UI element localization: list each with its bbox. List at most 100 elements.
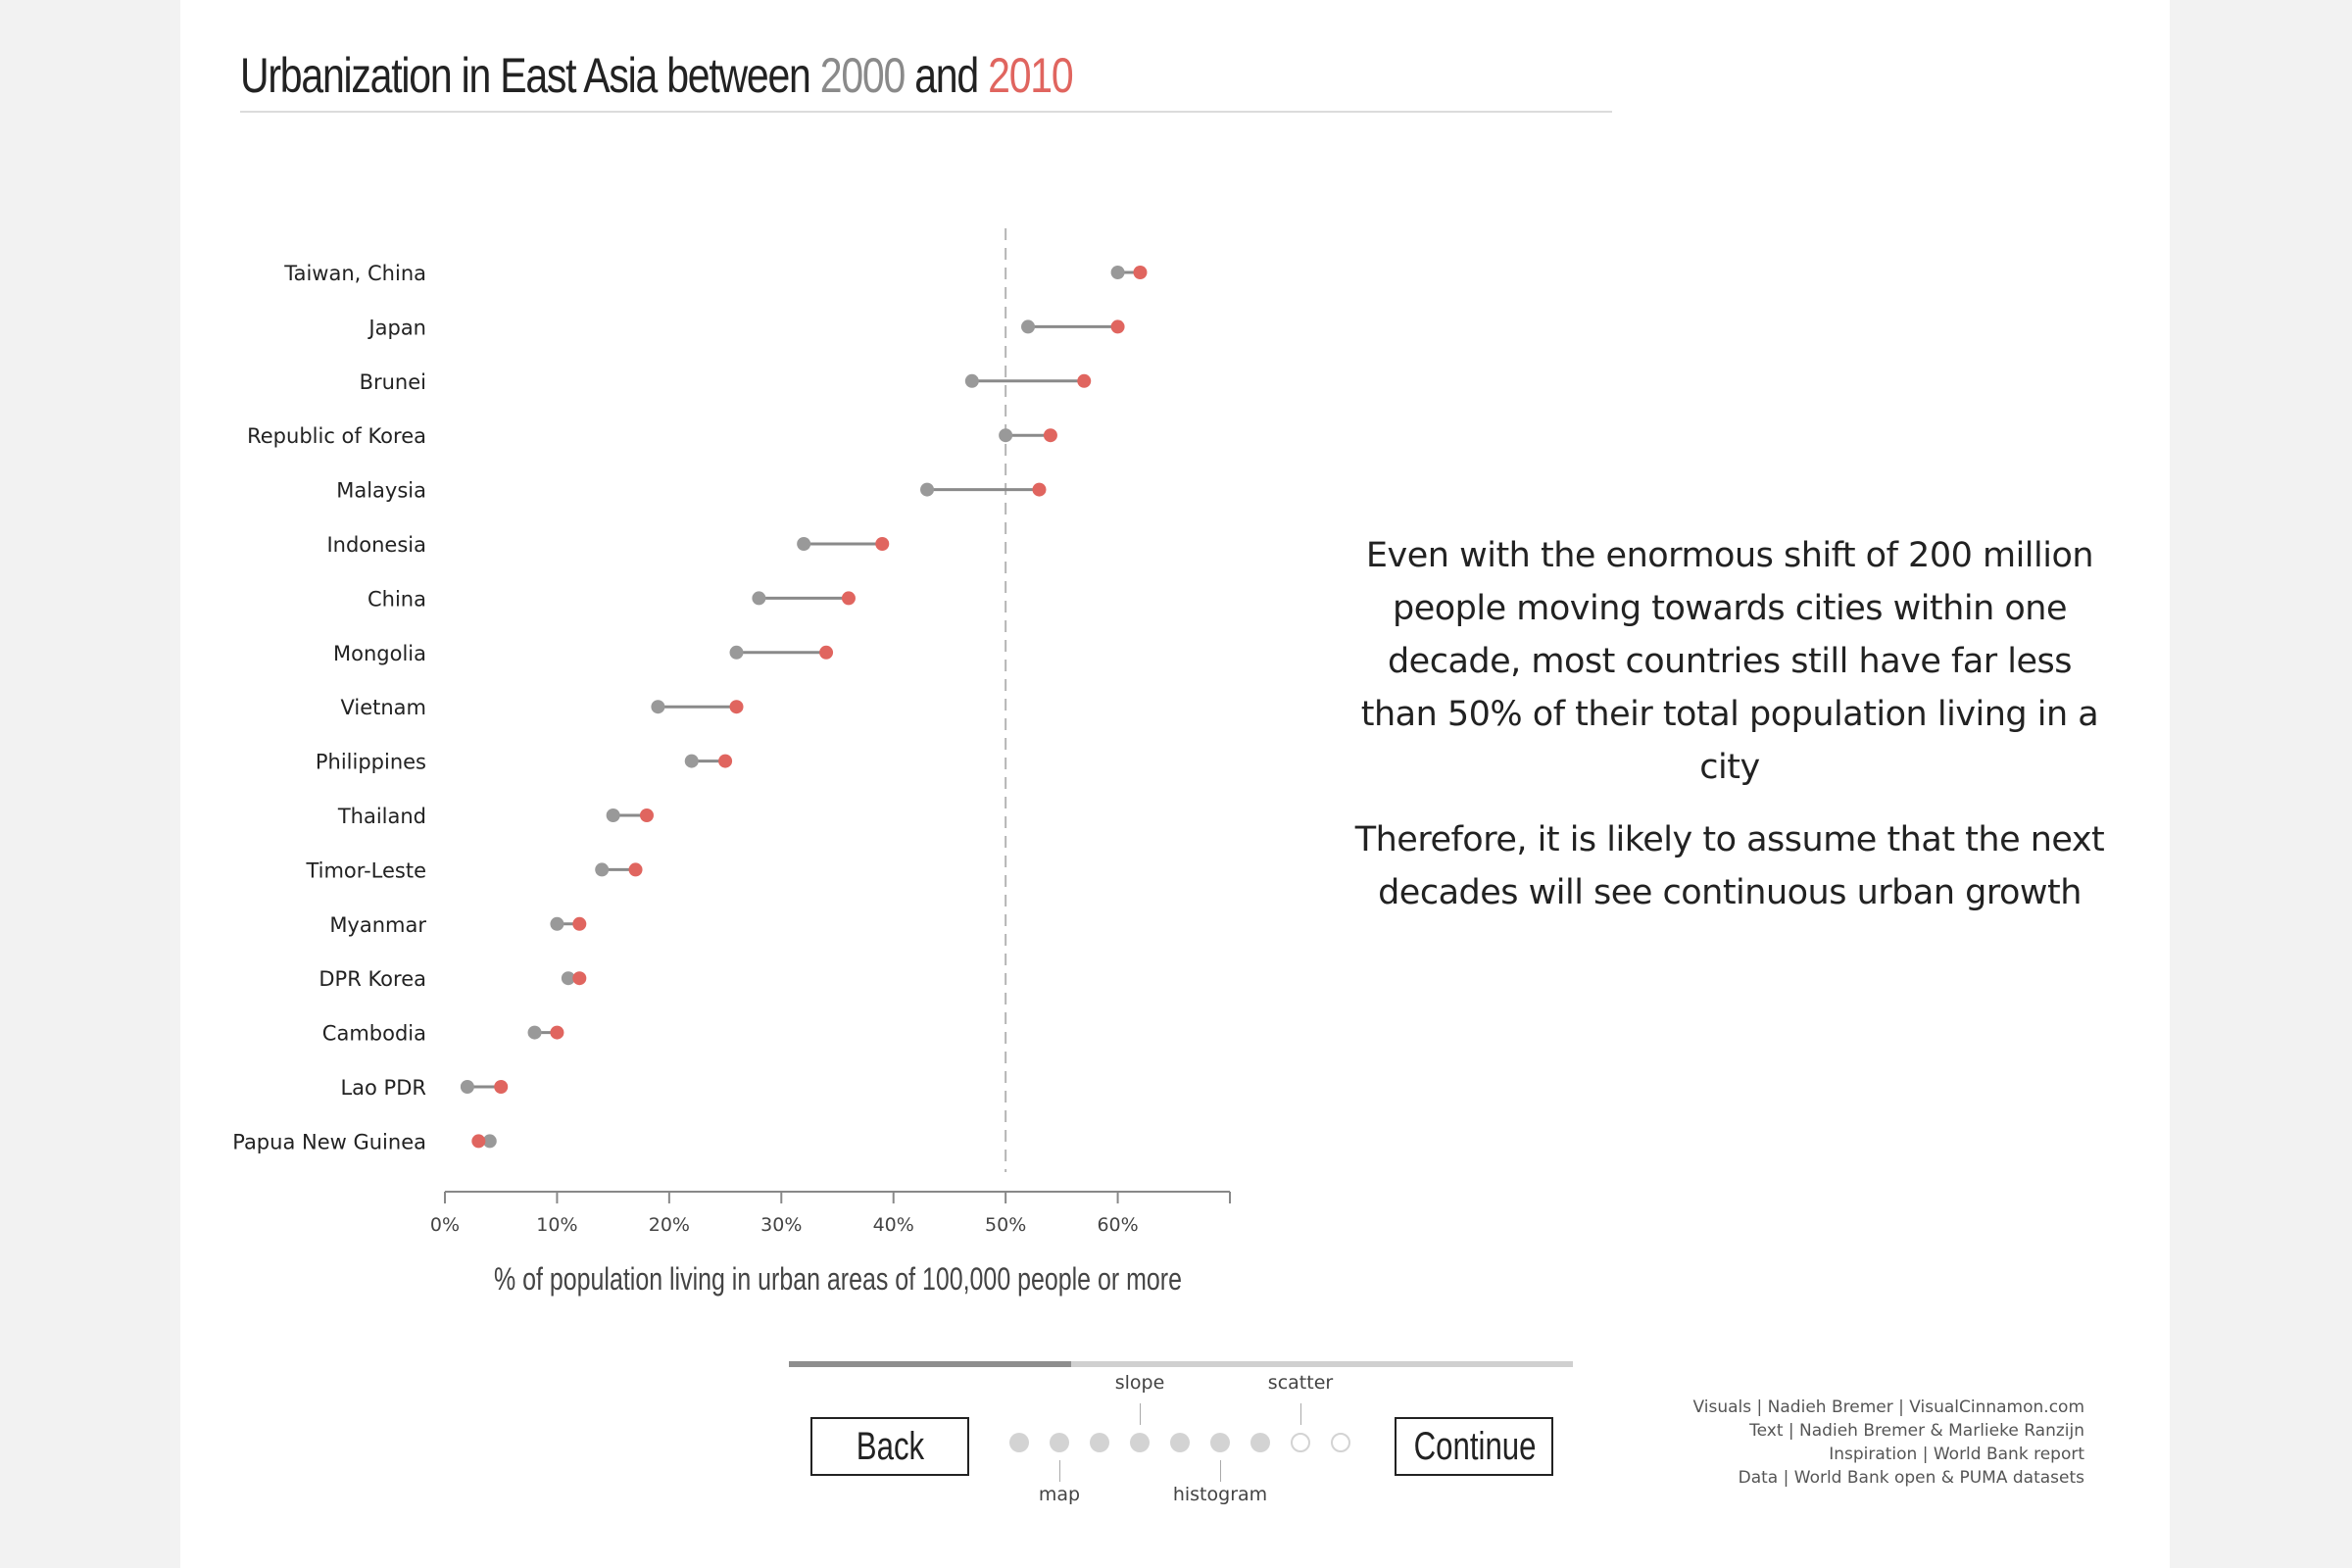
- dumbbell-chart: Taiwan, China Japan Brunei Republic of Kore…: [232, 228, 1231, 1298]
- point-2010[interactable]: [628, 862, 643, 877]
- progress-fill: [789, 1361, 1071, 1367]
- point-2010[interactable]: [1077, 373, 1092, 388]
- point-2010[interactable]: [494, 1080, 509, 1094]
- point-2000[interactable]: [482, 1134, 497, 1149]
- credit-line: Data | World Bank open & PUMA datasets: [1738, 1468, 2084, 1488]
- point-2010[interactable]: [1032, 482, 1047, 497]
- chart-row: Japan: [367, 316, 1125, 339]
- point-2000[interactable]: [1110, 266, 1125, 279]
- category-label: Thailand: [337, 805, 426, 828]
- point-2010[interactable]: [572, 916, 587, 931]
- back-button-label: Back: [856, 1425, 924, 1468]
- point-2010[interactable]: [550, 1025, 564, 1040]
- step-dot[interactable]: [1009, 1433, 1029, 1452]
- narrative-paragraph-1: Even with the enormous shift of 200 mill…: [1360, 536, 2099, 787]
- chart-row: Papua New Guinea: [232, 1130, 497, 1153]
- point-2010[interactable]: [1110, 319, 1125, 334]
- point-2000[interactable]: [460, 1080, 474, 1094]
- step-dot[interactable]: [1170, 1433, 1190, 1452]
- step-dot[interactable]: [1130, 1433, 1150, 1452]
- point-2000[interactable]: [729, 645, 744, 660]
- step-label-histogram[interactable]: histogram: [1172, 1484, 1268, 1505]
- category-label: Brunei: [360, 370, 426, 394]
- point-2010[interactable]: [841, 591, 856, 606]
- step-label-map[interactable]: map: [1038, 1484, 1081, 1505]
- chart-row: Republic of Korea: [247, 424, 1057, 448]
- point-2000[interactable]: [651, 700, 665, 714]
- point-2010[interactable]: [875, 537, 890, 551]
- title-prefix: Urbanization in East Asia between: [240, 48, 820, 103]
- chart-row: Lao PDR: [340, 1076, 509, 1100]
- point-2000[interactable]: [595, 862, 610, 877]
- step-label-scatter[interactable]: scatter: [1267, 1372, 1334, 1394]
- point-2010[interactable]: [819, 645, 834, 660]
- point-2000[interactable]: [527, 1025, 542, 1040]
- point-2000[interactable]: [999, 428, 1013, 443]
- chart-row: Vietnam: [340, 696, 744, 719]
- step-label-tick: [1300, 1403, 1301, 1425]
- point-2000[interactable]: [550, 916, 564, 931]
- step-dot[interactable]: [1291, 1433, 1310, 1452]
- narrative-text: Even with the enormous shift of 200 mill…: [1352, 529, 2107, 939]
- category-label: Malaysia: [336, 479, 426, 503]
- point-2010[interactable]: [572, 971, 587, 986]
- category-label: Lao PDR: [340, 1076, 426, 1100]
- category-label: Papua New Guinea: [232, 1130, 426, 1153]
- point-2010[interactable]: [1043, 428, 1057, 443]
- title-year-2010: 2010: [988, 48, 1074, 103]
- category-label: Mongolia: [333, 642, 426, 665]
- chart-row: Philippines: [316, 751, 733, 774]
- chart-rows: Taiwan, China Japan Brunei Republic of Kore…: [232, 262, 1148, 1153]
- category-label: Philippines: [316, 751, 426, 774]
- point-2010[interactable]: [729, 700, 744, 714]
- x-tick-label: 60%: [1097, 1214, 1138, 1236]
- credits: Visuals | Nadieh Bremer | VisualCinnamon…: [1693, 1396, 2084, 1490]
- point-2000[interactable]: [1021, 319, 1036, 334]
- back-button[interactable]: Back: [810, 1417, 969, 1476]
- progress-bar: [789, 1361, 1573, 1367]
- x-tick-label: 30%: [760, 1214, 802, 1236]
- point-2000[interactable]: [752, 591, 766, 606]
- credit-line: Text | Nadieh Bremer & Marlieke Ranzijn: [1749, 1421, 2084, 1441]
- step-label-slope[interactable]: slope: [1114, 1372, 1165, 1394]
- x-tick-label: 40%: [873, 1214, 914, 1236]
- step-label-tick: [1220, 1460, 1221, 1482]
- page-background: [180, 0, 2170, 1568]
- chart-row: DPR Korea: [318, 967, 587, 991]
- step-label-tick: [1059, 1460, 1060, 1482]
- category-label: DPR Korea: [318, 967, 426, 991]
- title-divider: [240, 111, 1612, 113]
- x-tick-label: 0%: [430, 1214, 460, 1236]
- point-2000[interactable]: [797, 537, 811, 551]
- category-label: Vietnam: [340, 696, 426, 719]
- category-label: Indonesia: [326, 533, 426, 557]
- chart-row: China: [368, 587, 856, 611]
- point-2000[interactable]: [606, 808, 620, 822]
- step-dot[interactable]: [1210, 1433, 1230, 1452]
- chart-row: Malaysia: [336, 479, 1047, 503]
- x-tick-label: 10%: [536, 1214, 577, 1236]
- continue-button[interactable]: Continue: [1395, 1417, 1553, 1476]
- step-dot[interactable]: [1331, 1433, 1350, 1452]
- point-2000[interactable]: [964, 373, 979, 388]
- point-2000[interactable]: [561, 971, 575, 986]
- chart-row: Brunei: [360, 370, 1092, 394]
- x-tick-label: 20%: [649, 1214, 690, 1236]
- point-2010[interactable]: [718, 754, 733, 768]
- chart-row: Timor-Leste: [305, 858, 643, 882]
- point-2000[interactable]: [920, 482, 935, 497]
- chart-row: Cambodia: [322, 1022, 564, 1046]
- step-dot[interactable]: [1090, 1433, 1109, 1452]
- point-2000[interactable]: [684, 754, 699, 768]
- x-axis: 0% 10% 20% 30% 40% 50% 60%: [430, 1191, 1231, 1236]
- step-dot[interactable]: [1250, 1433, 1270, 1452]
- step-dot[interactable]: [1050, 1433, 1069, 1452]
- category-label: China: [368, 587, 426, 611]
- chart-row: Taiwan, China: [283, 262, 1148, 285]
- point-2010[interactable]: [1133, 266, 1148, 279]
- point-2010[interactable]: [471, 1134, 486, 1149]
- x-axis-label: % of population living in urban areas of…: [494, 1262, 1182, 1298]
- chart-row: Mongolia: [333, 642, 834, 665]
- category-label: Republic of Korea: [247, 424, 426, 448]
- point-2010[interactable]: [639, 808, 654, 822]
